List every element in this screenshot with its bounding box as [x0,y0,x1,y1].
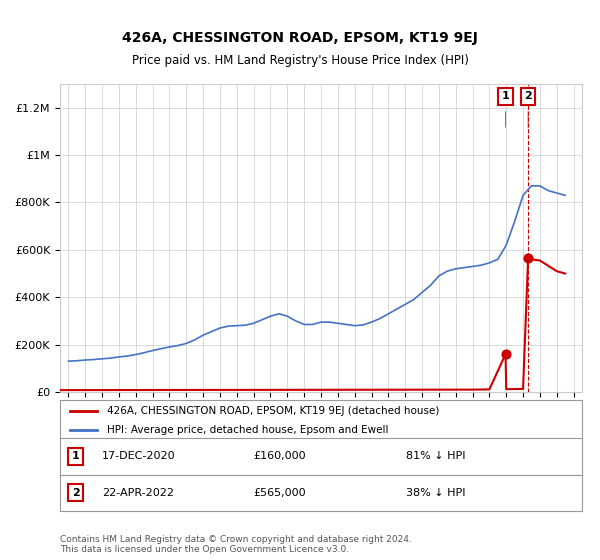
Point [523,254,533,263]
Text: 38% ↓ HPI: 38% ↓ HPI [406,488,466,498]
Text: 2: 2 [524,91,532,101]
Point [501,349,511,358]
Text: 1: 1 [502,91,509,101]
Text: Contains HM Land Registry data © Crown copyright and database right 2024.
This d: Contains HM Land Registry data © Crown c… [60,535,412,554]
Text: 81% ↓ HPI: 81% ↓ HPI [406,451,466,461]
Text: 426A, CHESSINGTON ROAD, EPSOM, KT19 9EJ: 426A, CHESSINGTON ROAD, EPSOM, KT19 9EJ [122,31,478,45]
Text: £160,000: £160,000 [253,451,305,461]
Text: Price paid vs. HM Land Registry's House Price Index (HPI): Price paid vs. HM Land Registry's House … [131,54,469,67]
Text: 22-APR-2022: 22-APR-2022 [103,488,175,498]
Text: £565,000: £565,000 [253,488,305,498]
Text: 426A, CHESSINGTON ROAD, EPSOM, KT19 9EJ (detached house): 426A, CHESSINGTON ROAD, EPSOM, KT19 9EJ … [107,407,439,417]
Text: 2: 2 [72,488,80,498]
Text: HPI: Average price, detached house, Epsom and Ewell: HPI: Average price, detached house, Epso… [107,425,388,435]
Text: 1: 1 [72,451,80,461]
Text: 17-DEC-2020: 17-DEC-2020 [101,451,175,461]
